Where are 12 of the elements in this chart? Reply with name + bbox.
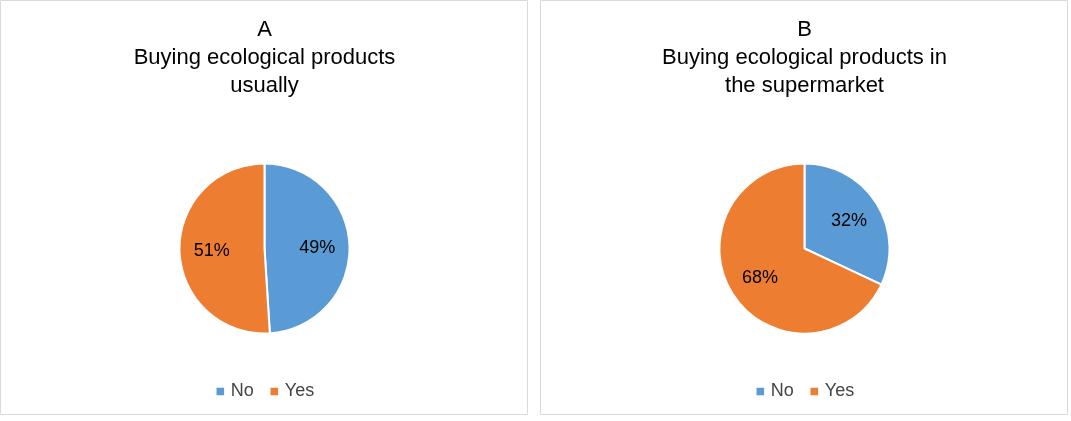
chart-title: B bbox=[797, 16, 812, 41]
data-label: 51% bbox=[193, 240, 230, 261]
data-label: 68% bbox=[741, 266, 779, 287]
legend-label: Yes bbox=[824, 380, 855, 401]
chart-title: A bbox=[257, 16, 273, 41]
legend-label: No bbox=[770, 380, 794, 401]
data-label: 49% bbox=[299, 236, 336, 257]
chart-subtitle: Buying ecological products in the supermarket bbox=[662, 44, 947, 97]
legend-label: Yes bbox=[284, 380, 315, 401]
data-label: 32% bbox=[830, 210, 868, 231]
legend-label: No bbox=[230, 380, 254, 401]
chart-subtitle: Buying ecological products usually bbox=[133, 44, 396, 97]
